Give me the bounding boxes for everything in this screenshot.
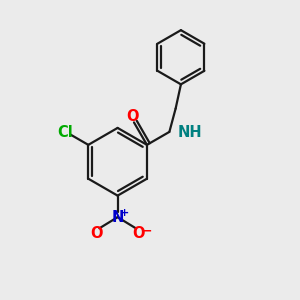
- Text: N: N: [111, 210, 124, 225]
- Text: O: O: [132, 226, 145, 241]
- Text: NH: NH: [177, 125, 202, 140]
- Text: Cl: Cl: [57, 125, 73, 140]
- Text: O: O: [91, 226, 103, 241]
- Text: +: +: [119, 208, 129, 218]
- Text: −: −: [142, 225, 152, 238]
- Text: O: O: [126, 109, 139, 124]
